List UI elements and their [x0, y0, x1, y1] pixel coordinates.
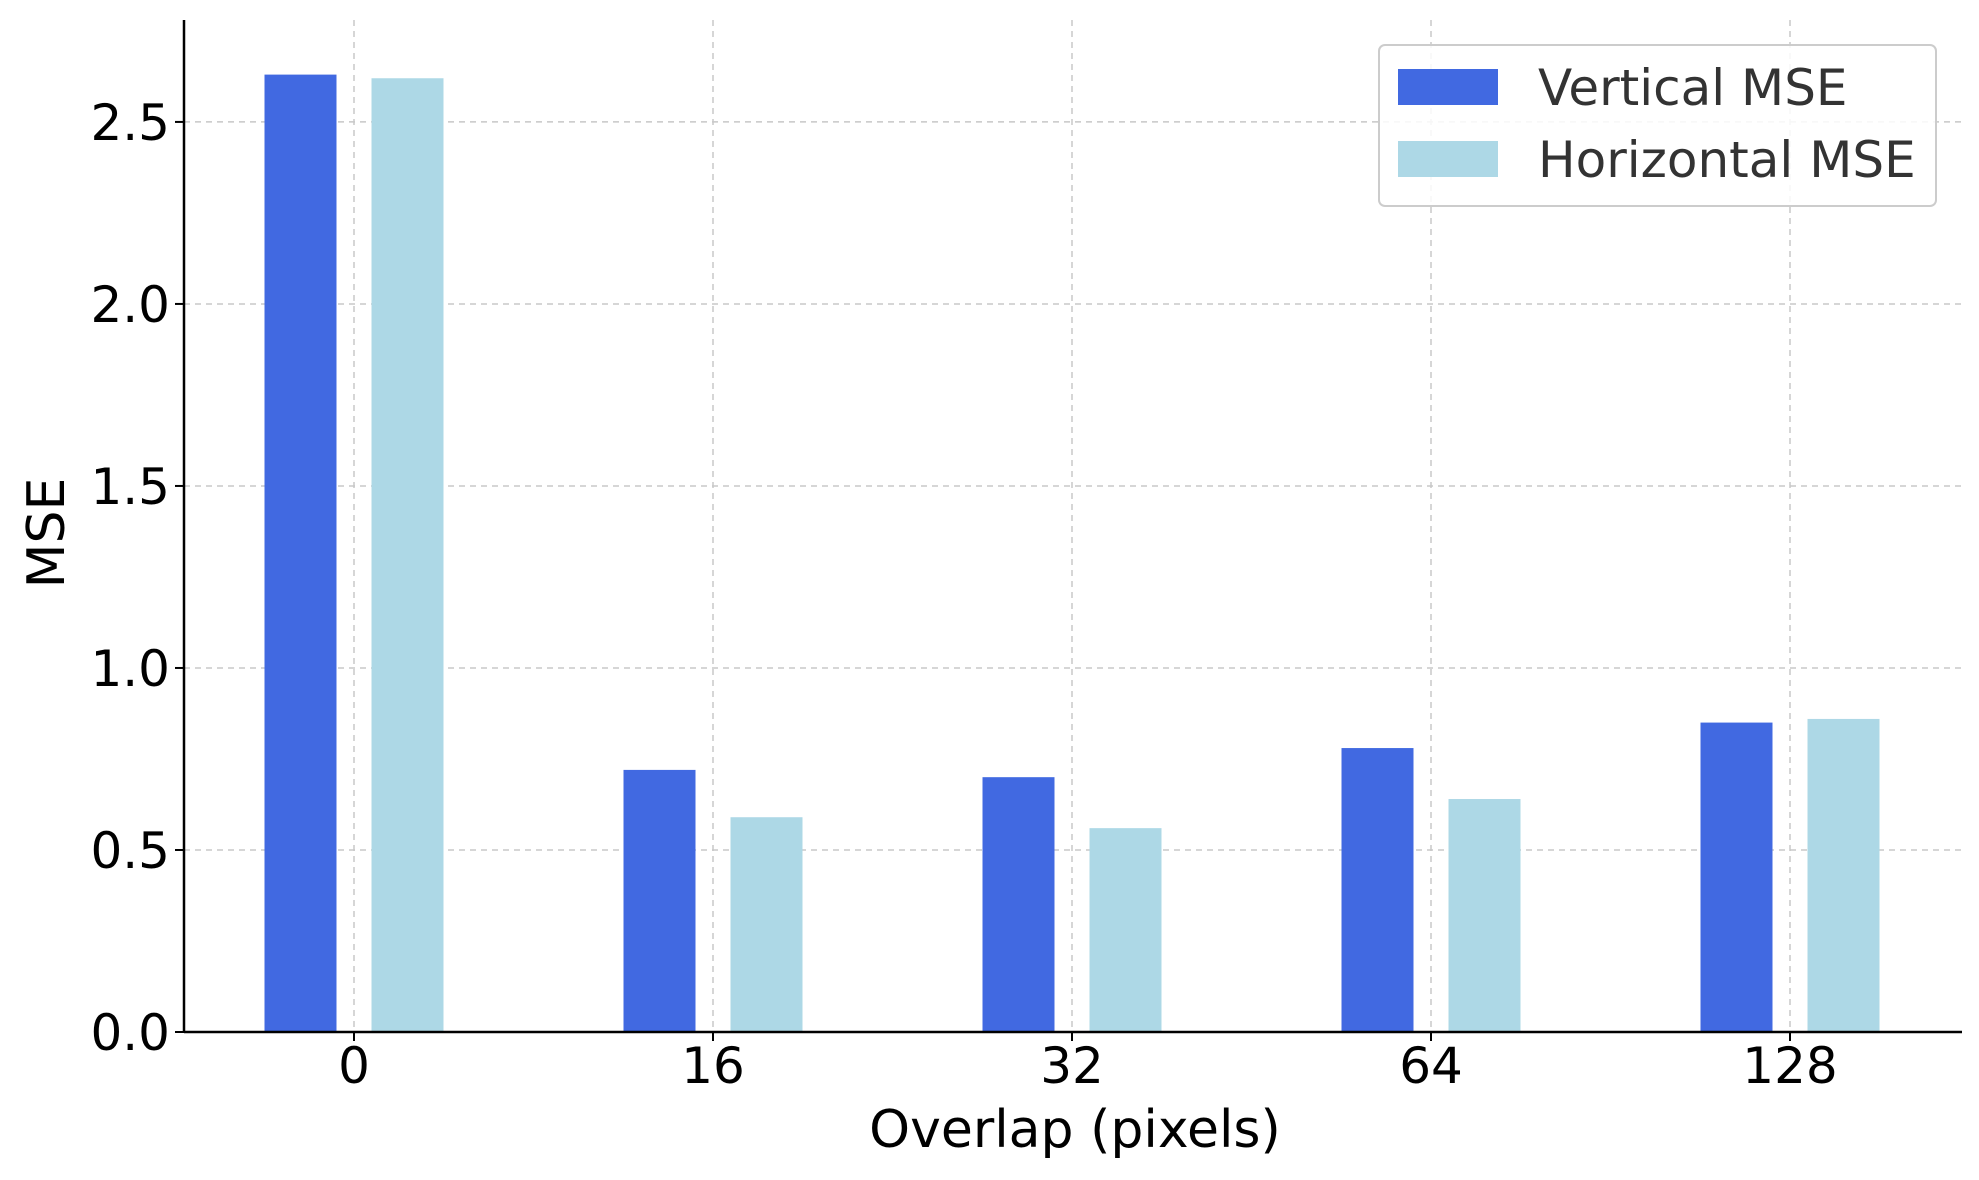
legend-swatch-horizontal	[1398, 141, 1498, 177]
bar-horizontal-mse	[1448, 799, 1521, 1032]
x-tick-label: 16	[681, 1037, 745, 1095]
bar-horizontal-mse	[1807, 718, 1880, 1032]
bar-horizontal-mse	[371, 78, 444, 1032]
tick-labels: 0.0 0.5 1.0 1.5 2.0 2.5 0 16 32 64 128	[90, 94, 1837, 1095]
x-tick-label: 128	[1742, 1037, 1837, 1095]
legend-label-horizontal: Horizontal MSE	[1538, 131, 1916, 189]
x-tick-label: 64	[1399, 1037, 1463, 1095]
y-tick-label: 2.5	[90, 94, 170, 152]
legend-frame	[1378, 44, 1937, 207]
x-axis-title: Overlap (pixels)	[869, 1100, 1281, 1160]
y-axis-title: MSE	[17, 478, 77, 589]
legend-label-vertical: Vertical MSE	[1538, 59, 1848, 117]
y-tick-label: 1.0	[90, 640, 170, 698]
y-tick-label: 0.5	[90, 822, 170, 880]
x-tick-label: 0	[338, 1037, 370, 1095]
axes	[175, 20, 1962, 1041]
bar-horizontal-mse	[730, 817, 803, 1032]
bar-vertical-mse	[623, 769, 696, 1032]
bar-vertical-mse	[1700, 722, 1773, 1032]
y-tick-label: 2.0	[90, 276, 170, 334]
bar-vertical-mse	[982, 777, 1055, 1032]
bar-horizontal-mse	[1089, 828, 1162, 1032]
legend: Vertical MSE Horizontal MSE	[1378, 44, 1937, 207]
y-tick-label: 1.5	[90, 458, 170, 516]
bar-vertical-mse	[264, 74, 337, 1033]
legend-swatch-vertical	[1398, 69, 1498, 105]
bars-group	[264, 74, 1880, 1033]
y-tick-label: 0.0	[90, 1004, 170, 1062]
x-tick-label: 32	[1040, 1037, 1104, 1095]
bar-vertical-mse	[1341, 748, 1414, 1032]
